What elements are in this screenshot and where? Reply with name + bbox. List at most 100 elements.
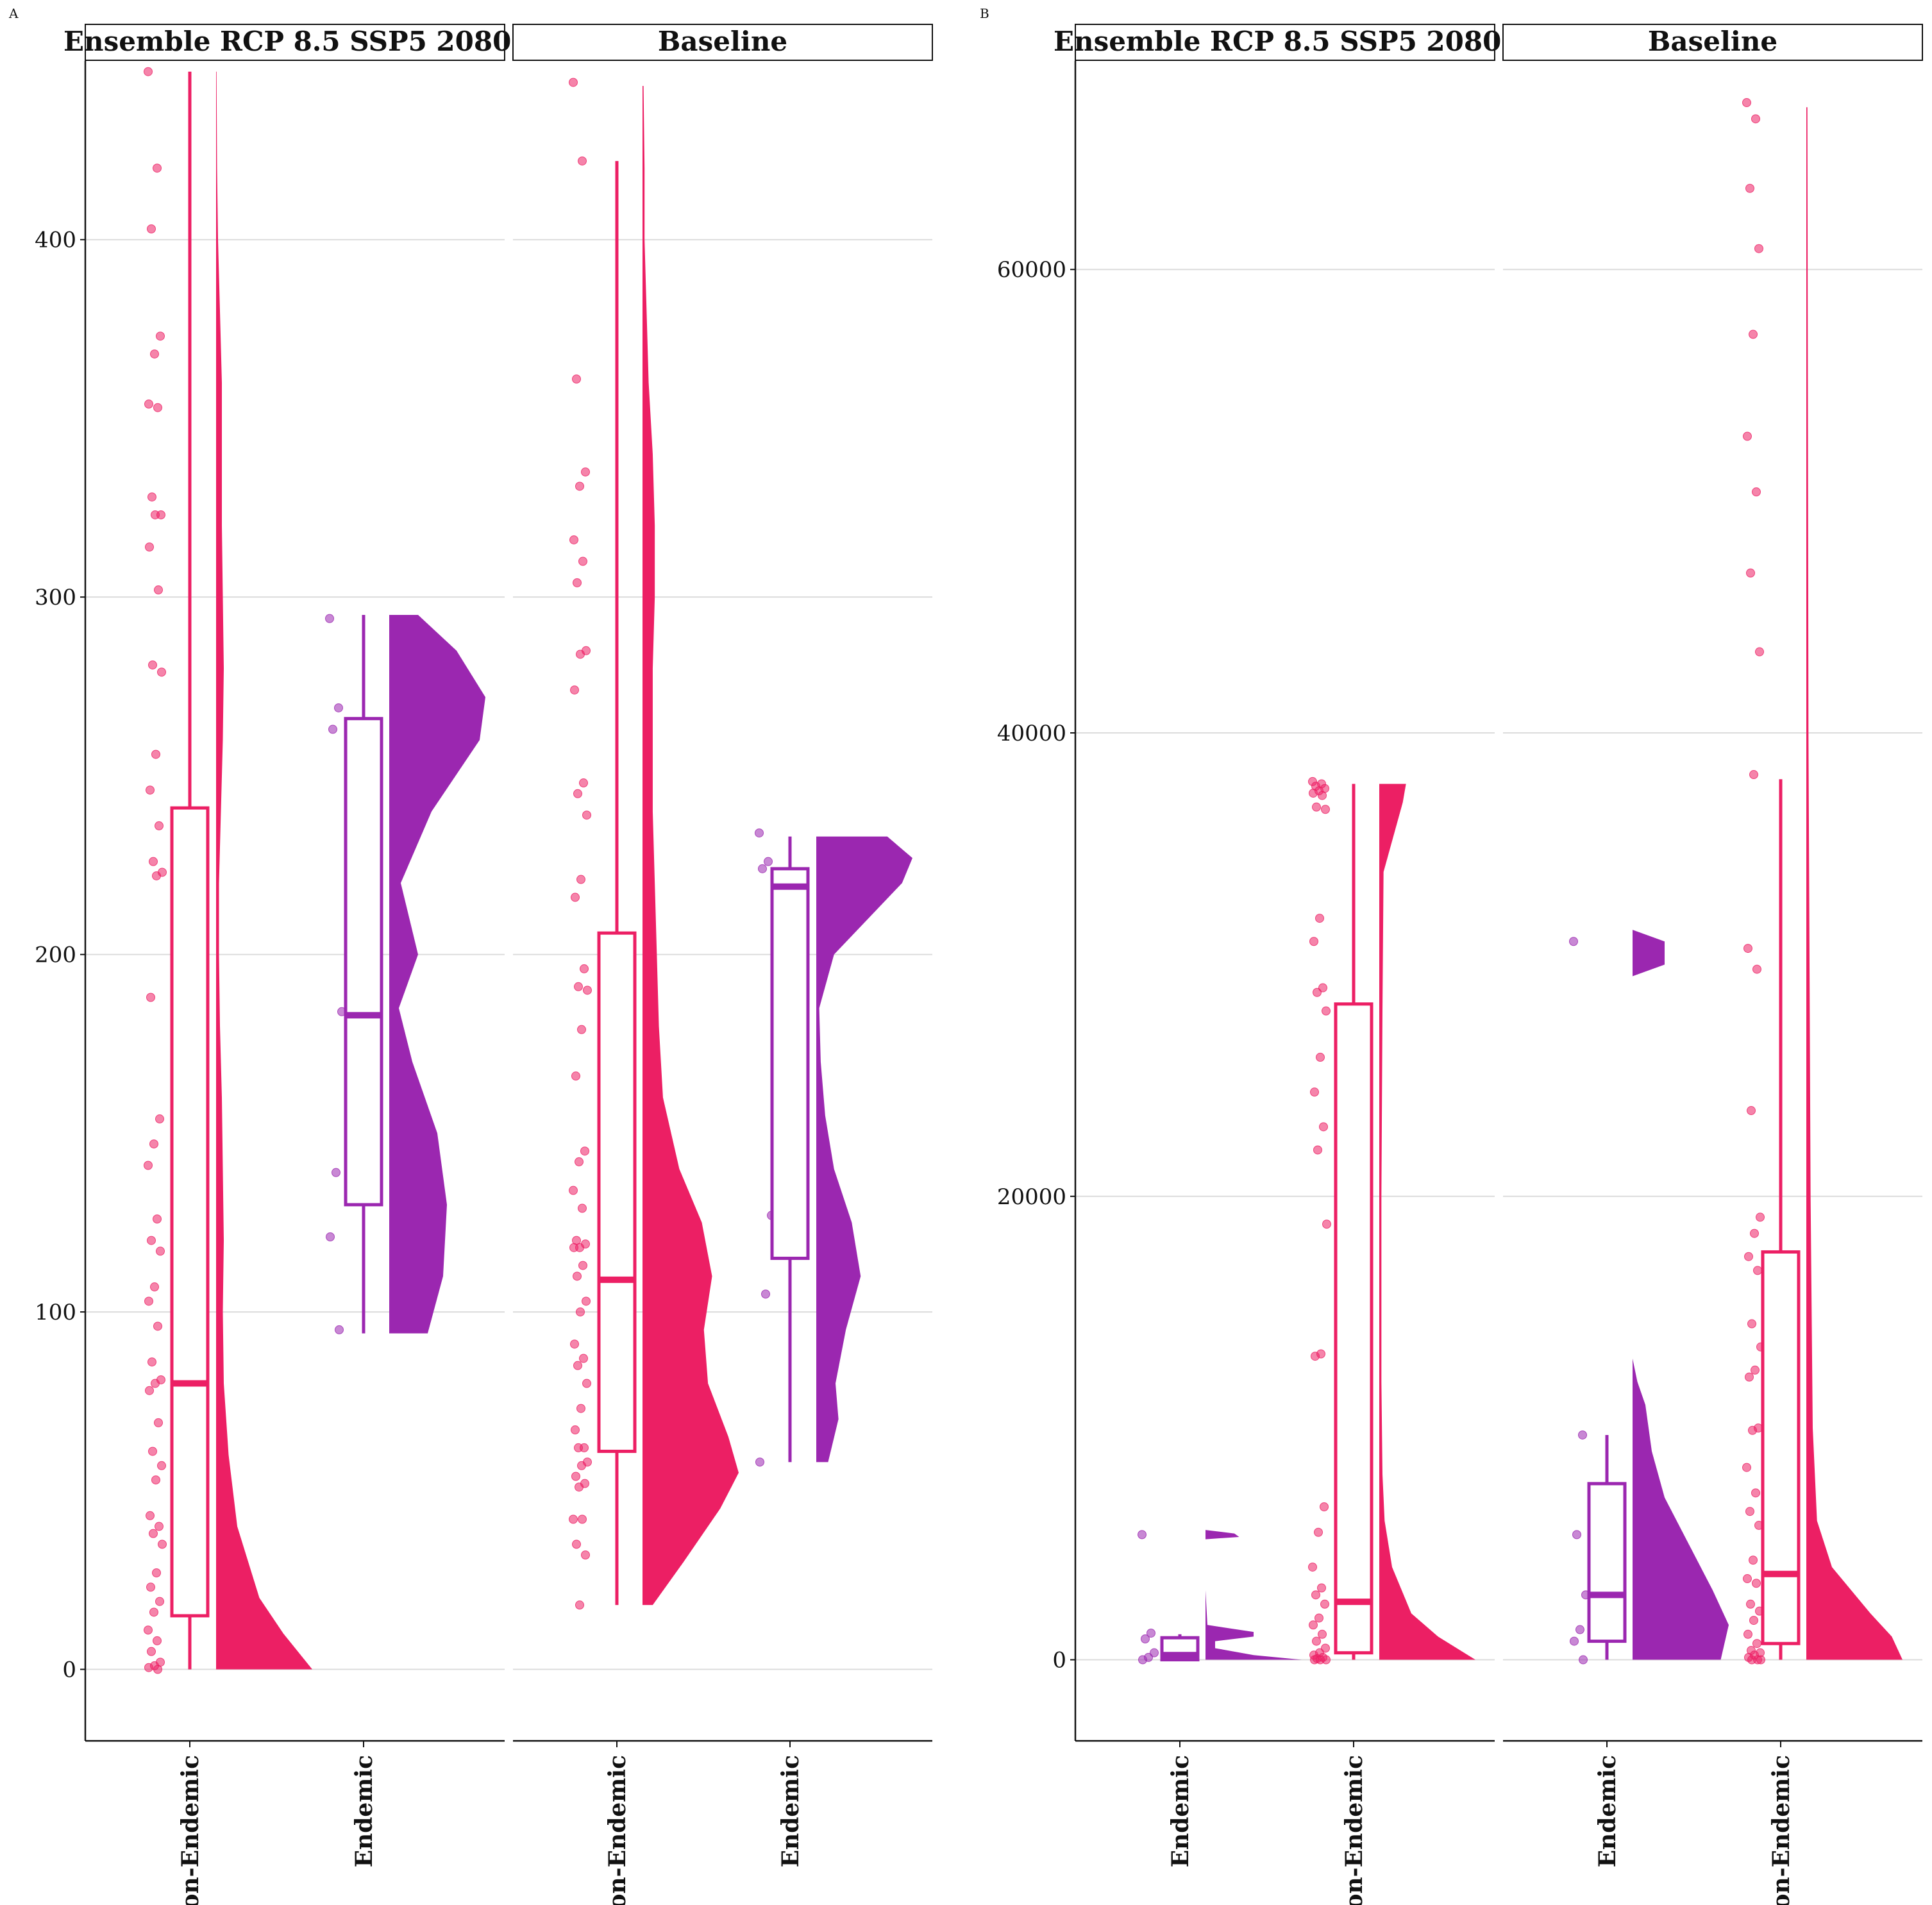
- data-point: [1320, 1502, 1329, 1512]
- y-tick-label: 400: [35, 228, 76, 253]
- data-point: [155, 1522, 164, 1531]
- data-point: [1311, 1352, 1320, 1361]
- data-point: [1756, 1213, 1765, 1222]
- x-category-label: Endemic: [351, 1755, 378, 1867]
- facet-panel: Ensemble RCP 8.5 SSP5 2080s 0 100 200 300 400…: [35, 24, 526, 1905]
- data-point: [1308, 1562, 1317, 1572]
- data-point: [569, 1243, 578, 1252]
- facet-strip: [1075, 24, 1495, 61]
- density-non-endemic: [1379, 784, 1475, 1660]
- data-point: [1754, 244, 1763, 253]
- data-point: [152, 1568, 161, 1577]
- data-point: [575, 1482, 584, 1492]
- data-point: [1138, 1530, 1147, 1540]
- data-point: [1749, 330, 1758, 339]
- data-point: [1313, 987, 1322, 997]
- data-point: [575, 1600, 584, 1610]
- data-point: [1753, 1266, 1762, 1275]
- data-point: [578, 1261, 587, 1270]
- data-point: [571, 1472, 580, 1481]
- x-category-label: Endemic: [1594, 1755, 1621, 1867]
- data-point: [1570, 1636, 1579, 1646]
- y-tick-label: 20000: [997, 1184, 1066, 1210]
- data-point: [146, 1511, 155, 1520]
- data-point: [1317, 1583, 1326, 1593]
- data-point: [1309, 937, 1318, 946]
- data-point: [1745, 1372, 1754, 1382]
- data-point: [1745, 183, 1754, 193]
- data-point: [147, 1236, 156, 1245]
- box-non-endemic: [170, 806, 210, 1618]
- y-tick-label: 40000: [997, 721, 1066, 746]
- data-point: [335, 1325, 344, 1334]
- density-endemic: [1633, 930, 1729, 1660]
- data-point: [150, 1282, 159, 1292]
- data-point: [1749, 1616, 1758, 1625]
- data-point: [574, 982, 583, 991]
- data-point: [569, 1186, 578, 1195]
- data-point: [569, 535, 578, 544]
- data-point: [1569, 937, 1578, 946]
- data-point: [579, 1354, 588, 1363]
- data-point: [573, 578, 582, 587]
- data-point: [755, 1457, 764, 1467]
- data-point: [1138, 1655, 1147, 1665]
- data-point: [148, 1447, 157, 1456]
- data-point: [148, 660, 157, 670]
- data-point: [146, 993, 155, 1002]
- data-point: [147, 224, 156, 233]
- data-point: [154, 585, 163, 595]
- data-point: [1750, 1229, 1759, 1238]
- data-point: [1748, 1425, 1757, 1435]
- data-point: [1745, 1507, 1754, 1516]
- box-endemic: [770, 867, 810, 1260]
- data-point: [1742, 98, 1751, 108]
- data-point: [1579, 1655, 1588, 1665]
- data-point: [1743, 1629, 1752, 1639]
- box-non-endemic: [597, 931, 637, 1453]
- facet-strip: [512, 24, 933, 61]
- data-point: [1749, 770, 1758, 780]
- facet-strip: [85, 24, 505, 61]
- y-tick-label: 0: [1052, 1648, 1066, 1674]
- data-point: [1316, 1052, 1325, 1062]
- y-tick-label: 0: [62, 1657, 76, 1683]
- data-point: [154, 1418, 163, 1427]
- density-non-endemic: [216, 71, 312, 1670]
- box-non-endemic: [1334, 1002, 1373, 1655]
- data-point: [152, 871, 161, 880]
- data-point: [580, 1146, 589, 1156]
- data-point: [153, 1322, 162, 1331]
- category-group: Non-Endemic: [144, 67, 312, 1905]
- data-point: [570, 1339, 579, 1349]
- data-point: [1318, 1629, 1327, 1639]
- data-point: [1743, 432, 1752, 441]
- data-point: [1319, 1122, 1328, 1132]
- data-point: [571, 1425, 580, 1435]
- data-point: [577, 1461, 586, 1470]
- density-non-endemic: [1806, 107, 1903, 1660]
- data-point: [1578, 1430, 1587, 1439]
- data-point: [755, 828, 764, 838]
- data-point: [1752, 1639, 1761, 1649]
- data-point: [582, 1379, 591, 1388]
- data-point: [1312, 1636, 1321, 1646]
- data-point: [761, 1289, 770, 1299]
- y-tick-label: 300: [35, 585, 76, 610]
- x-category-label: Non-Endemic: [1768, 1755, 1795, 1905]
- data-point: [157, 1461, 166, 1470]
- facet-strip-label: Ensemble RCP 8.5 SSP5 2080s: [1054, 26, 1516, 57]
- chart-a: A Ensemble RCP 8.5 SSP5 2080s 0 100 200 300 40…: [8, 6, 933, 1905]
- data-point: [151, 750, 160, 759]
- category-group: Endemic: [1138, 1530, 1302, 1867]
- box-endemic: [344, 717, 383, 1207]
- data-point: [572, 1540, 581, 1549]
- data-point: [144, 1161, 153, 1170]
- data-point: [158, 1540, 167, 1549]
- data-point: [149, 1607, 158, 1617]
- data-point: [1751, 1365, 1760, 1375]
- data-point: [1744, 1252, 1753, 1261]
- data-point: [151, 1379, 160, 1388]
- data-point: [1755, 647, 1764, 657]
